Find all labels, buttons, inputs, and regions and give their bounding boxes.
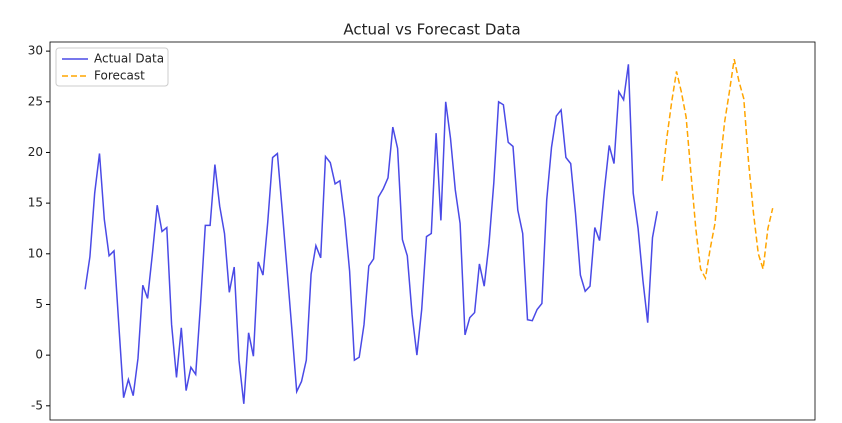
y-tick-label: 20: [28, 145, 43, 159]
plot-frame: [49, 41, 816, 421]
legend-label: Forecast: [94, 69, 145, 83]
y-tick-label: 25: [28, 94, 43, 108]
chart-title: Actual vs Forecast Data: [343, 21, 520, 39]
series-line: [84, 64, 659, 404]
y-tick-label: 10: [28, 246, 43, 260]
y-tick-label: -5: [31, 398, 43, 412]
y-tick-label: 5: [35, 297, 43, 311]
y-tick-label: 15: [28, 196, 43, 210]
y-tick-label: 30: [28, 44, 43, 58]
series-line: [661, 59, 774, 281]
y-tick-label: 0: [35, 348, 43, 362]
legend-label: Actual Data: [94, 52, 164, 66]
